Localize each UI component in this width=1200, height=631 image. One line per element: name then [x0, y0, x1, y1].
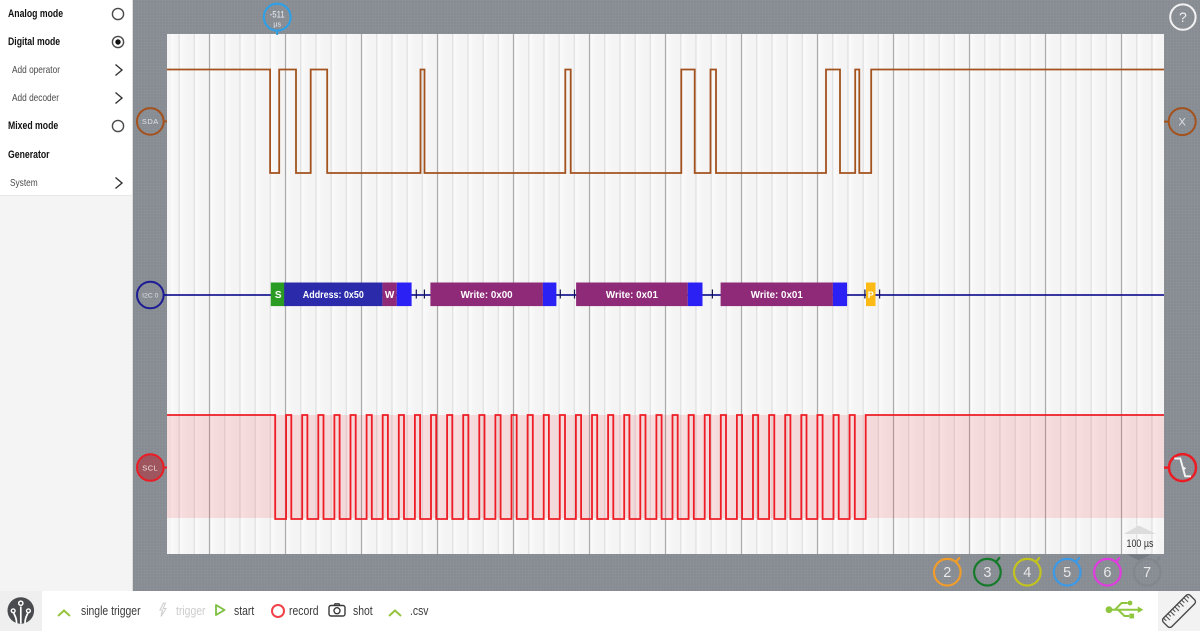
svg-text:Write: 0x01: Write: 0x01: [606, 290, 658, 301]
svg-text:Address: 0x50: Address: 0x50: [303, 290, 364, 301]
svg-text:W: W: [385, 290, 395, 301]
svg-text:S: S: [275, 290, 282, 301]
svg-text:P: P: [868, 290, 874, 300]
svg-text:Write: 0x01: Write: 0x01: [751, 290, 803, 301]
svg-text:100 µs: 100 µs: [1127, 538, 1154, 550]
svg-text:Write: 0x00: Write: 0x00: [461, 290, 513, 301]
